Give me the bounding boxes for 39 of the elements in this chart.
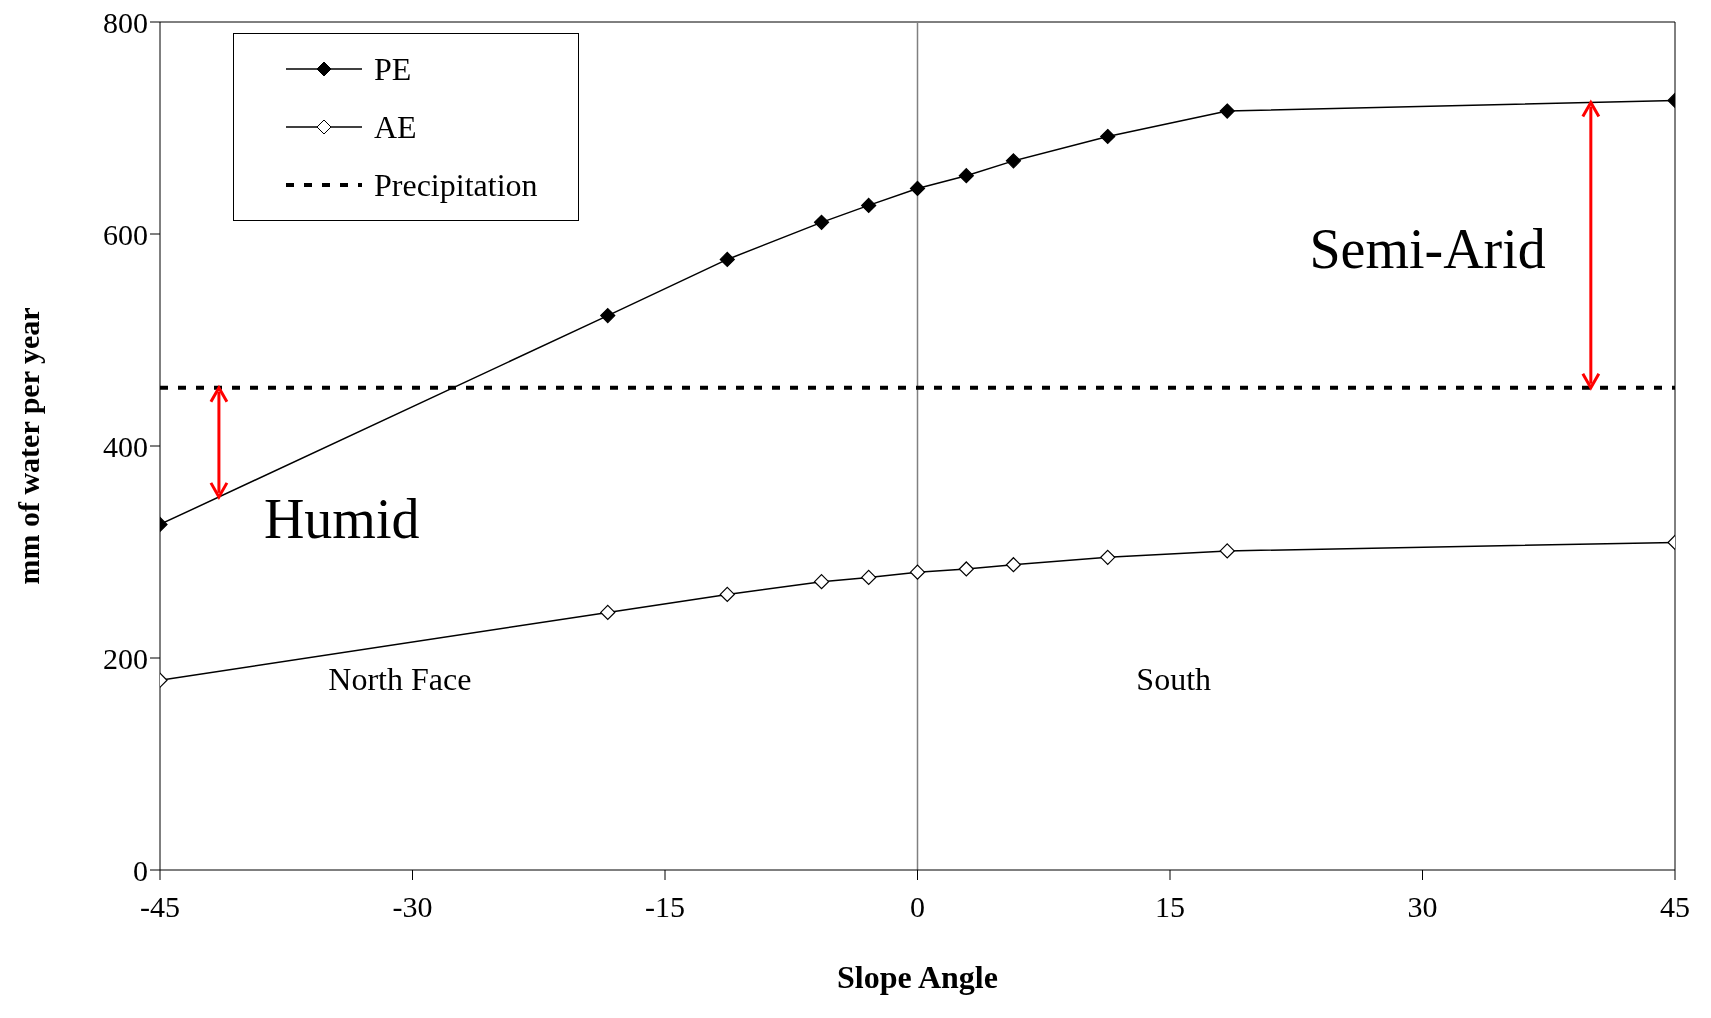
point bbox=[1005, 557, 1022, 573]
y-axis-title: mm of water per year bbox=[11, 307, 45, 585]
x-axis-title: Slope Angle bbox=[837, 959, 998, 995]
point bbox=[600, 604, 616, 621]
point bbox=[1100, 549, 1116, 565]
x-tick-label: 0 bbox=[910, 890, 925, 924]
y-tick-label: 600 bbox=[103, 217, 148, 251]
point bbox=[1005, 153, 1022, 169]
y-tick-label: 800 bbox=[103, 5, 148, 39]
x-tick-label: 30 bbox=[1407, 890, 1438, 924]
point bbox=[1100, 128, 1116, 145]
annotation: South bbox=[1136, 660, 1212, 697]
point bbox=[813, 214, 830, 230]
legend-label: AE bbox=[374, 108, 417, 146]
x-tick-label: -30 bbox=[392, 890, 433, 924]
y-tick-label: 400 bbox=[103, 429, 148, 463]
point bbox=[719, 586, 735, 602]
point bbox=[861, 569, 877, 586]
point bbox=[600, 308, 616, 324]
point bbox=[861, 197, 877, 213]
point bbox=[719, 251, 735, 268]
x-tick-label: 45 bbox=[1660, 890, 1690, 924]
legend-label: PE bbox=[374, 50, 412, 88]
annotation: North Face bbox=[328, 660, 472, 697]
point bbox=[958, 561, 974, 577]
point bbox=[958, 168, 974, 184]
legend-label: Precipitation bbox=[374, 166, 538, 204]
point bbox=[1219, 103, 1235, 119]
point bbox=[1219, 543, 1235, 559]
x-tick-label: -45 bbox=[140, 890, 180, 924]
y-tick-label: 0 bbox=[133, 853, 148, 887]
x-tick-label: 15 bbox=[1155, 890, 1185, 924]
y-tick-label: 200 bbox=[103, 641, 148, 675]
point bbox=[909, 564, 926, 580]
point bbox=[909, 180, 926, 197]
x-tick-label: -15 bbox=[645, 890, 685, 924]
annotation: Humid bbox=[263, 488, 420, 551]
point bbox=[813, 574, 830, 590]
annotation: Semi-Arid bbox=[1309, 217, 1546, 280]
